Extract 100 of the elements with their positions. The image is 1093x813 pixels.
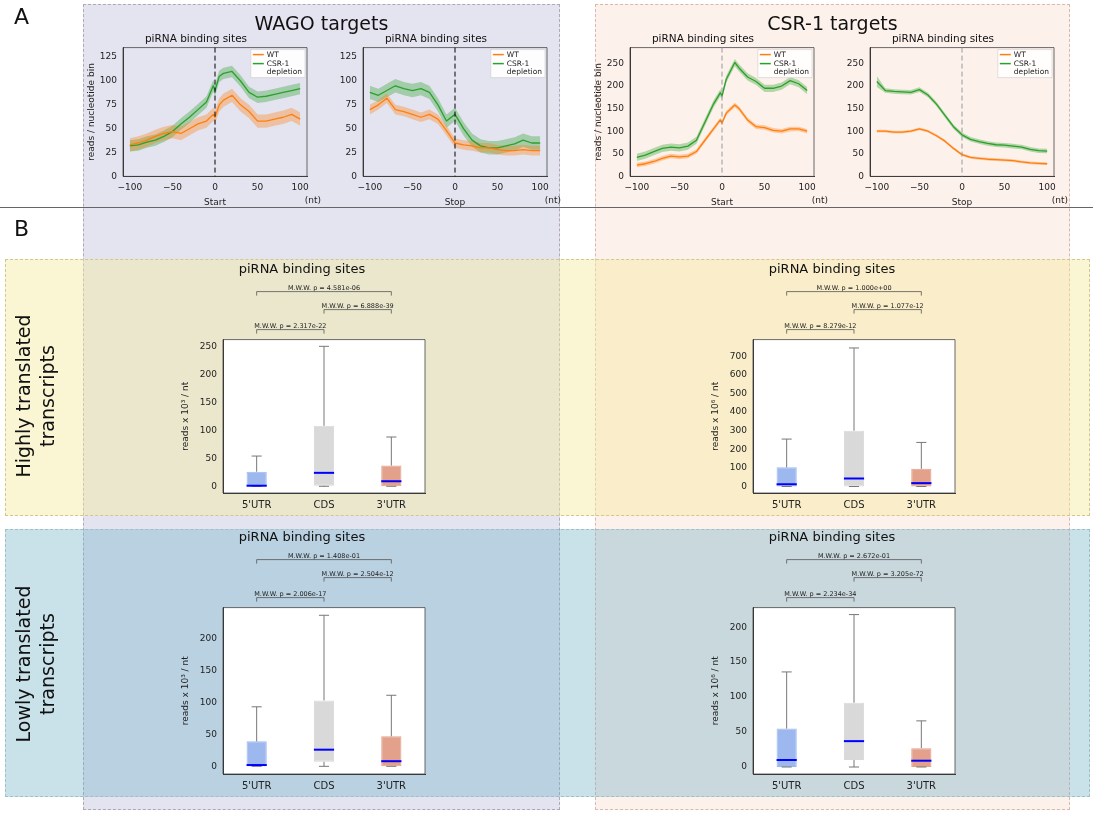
y-tick-label: 0 <box>111 170 118 181</box>
y-tick-label: 100 <box>846 125 865 136</box>
x-axis-title: Stop <box>951 196 973 207</box>
text: (nt) <box>811 195 828 206</box>
y-tick-label: 200 <box>729 621 748 632</box>
y-tick-label: 25 <box>345 146 357 157</box>
x-tick-label: −100 <box>624 182 650 193</box>
x-tick-label: CDS <box>313 498 335 510</box>
y-tick-label: 75 <box>105 99 117 110</box>
y-tick-label: 125 <box>339 51 357 62</box>
chart-title: piRNA binding sites <box>651 32 755 45</box>
x-tick-label: 100 <box>291 182 310 193</box>
x-tick-label: 100 <box>798 182 817 193</box>
text: (nt) <box>304 195 321 206</box>
y-tick-label: 100 <box>729 691 748 702</box>
x-tick-label: 100 <box>1038 182 1057 193</box>
y-tick-label: 150 <box>846 102 865 113</box>
y-tick-label: 50 <box>205 728 218 739</box>
text: Lowly translated transcripts <box>11 584 59 745</box>
x-tick-label: −50 <box>402 182 423 193</box>
chart-title: piRNA binding sites <box>238 529 366 545</box>
x-tick-label: 0 <box>719 182 726 193</box>
y-tick-label: 75 <box>345 99 357 110</box>
x-tick-label: −50 <box>162 182 183 193</box>
y-axis-title: reads x 10³ / nt <box>179 655 190 726</box>
y-tick-label: 300 <box>729 425 748 436</box>
y-tick-label: 250 <box>199 340 218 351</box>
x-tick-label: 50 <box>998 182 1011 193</box>
y-tick-label: 250 <box>846 57 865 68</box>
y-tick-label: 50 <box>345 123 358 134</box>
y-tick-label: 100 <box>199 696 218 707</box>
chart-title: piRNA binding sites <box>768 261 896 277</box>
chart-title: piRNA binding sites <box>144 32 248 45</box>
y-tick-label: 200 <box>846 80 865 91</box>
x-tick-label: 5'UTR <box>241 498 272 510</box>
x-tick-label: −50 <box>669 182 690 193</box>
x-tick-label: 0 <box>959 182 966 193</box>
y-tick-label: 200 <box>729 443 748 454</box>
y-tick-label: 50 <box>105 123 118 134</box>
y-tick-label: 700 <box>729 350 748 361</box>
x-tick-label: 5'UTR <box>241 779 272 791</box>
x-tick-label: 5'UTR <box>771 779 802 791</box>
y-tick-label: 200 <box>199 368 218 379</box>
y-tick-label: 0 <box>741 480 748 491</box>
y-tick-label: 150 <box>199 664 218 675</box>
text: (nt) <box>1051 195 1068 206</box>
x-axis-title: Stop <box>444 196 466 207</box>
y-tick-label: 250 <box>606 57 625 68</box>
y-tick-label: 200 <box>606 80 625 91</box>
x-tick-label: 3'UTR <box>376 779 407 791</box>
text: (nt) <box>544 195 561 206</box>
x-tick-label: CDS <box>843 498 865 510</box>
x-tick-label: −100 <box>357 182 383 193</box>
y-tick-label: 100 <box>199 424 218 435</box>
y-tick-label: 50 <box>852 148 865 159</box>
y-tick-label: 600 <box>729 369 748 380</box>
chart-title: piRNA binding sites <box>891 32 995 45</box>
text: Highly translated transcripts <box>11 313 59 480</box>
x-tick-label: 3'UTR <box>376 498 407 510</box>
y-tick-label: 0 <box>211 760 218 771</box>
y-axis-title: reads / nucleotide bin <box>85 63 96 161</box>
x-axis-title: Start <box>204 196 227 207</box>
x-tick-label: 3'UTR <box>906 779 937 791</box>
chart-title: piRNA binding sites <box>238 261 366 277</box>
y-tick-label: 100 <box>99 75 118 86</box>
x-tick-label: 50 <box>758 182 771 193</box>
x-tick-label: 100 <box>531 182 550 193</box>
y-axis-title: reads / nucleotide bin <box>592 63 603 161</box>
x-tick-label: 5'UTR <box>771 498 802 510</box>
x-tick-label: −100 <box>117 182 143 193</box>
y-tick-label: 50 <box>205 452 218 463</box>
y-tick-label: 400 <box>729 406 748 417</box>
y-tick-label: 25 <box>105 146 117 157</box>
y-tick-label: 0 <box>858 170 865 181</box>
chart-title: piRNA binding sites <box>384 32 488 45</box>
x-tick-label: CDS <box>843 779 865 791</box>
y-tick-label: 200 <box>199 632 218 643</box>
y-tick-label: 150 <box>729 656 748 667</box>
y-axis-title: reads x 10³ / nt <box>179 381 190 451</box>
y-tick-label: 0 <box>351 170 358 181</box>
x-axis-title: Start <box>711 196 734 207</box>
y-tick-label: 0 <box>211 480 218 491</box>
y-tick-label: 50 <box>612 148 625 159</box>
text: CSR-1 targets <box>766 12 899 34</box>
chart-title: piRNA binding sites <box>768 529 896 545</box>
x-tick-label: −100 <box>864 182 890 193</box>
y-tick-label: 150 <box>199 396 218 407</box>
x-tick-label: CDS <box>313 779 335 791</box>
x-tick-label: 50 <box>491 182 504 193</box>
x-tick-label: 50 <box>251 182 264 193</box>
y-tick-label: 100 <box>606 125 625 136</box>
y-tick-label: 0 <box>741 761 748 772</box>
text: B <box>14 216 30 241</box>
y-tick-label: 100 <box>339 75 358 86</box>
x-tick-label: −50 <box>909 182 930 193</box>
text: WAGO targets <box>253 12 390 34</box>
x-tick-label: 3'UTR <box>906 498 937 510</box>
y-axis-title: reads x 10⁶ / nt <box>709 381 720 451</box>
text: A <box>14 4 30 29</box>
y-tick-label: 500 <box>729 387 748 398</box>
